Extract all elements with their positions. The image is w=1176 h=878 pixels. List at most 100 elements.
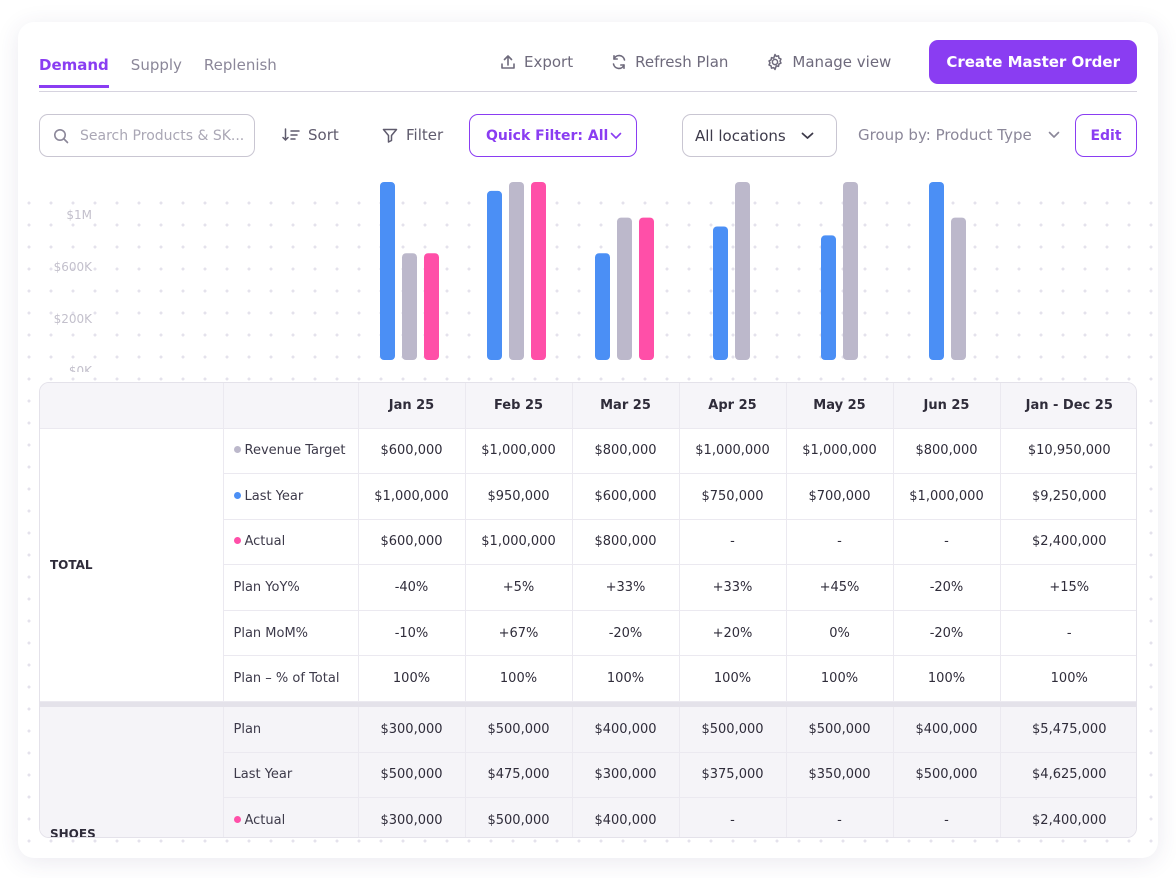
value-cell[interactable]: $5,475,000 bbox=[1000, 706, 1136, 753]
table-row[interactable]: Last Year $1,000,000 $950,000 $600,000 $750,… bbox=[40, 473, 1136, 520]
value-cell[interactable]: -40% bbox=[358, 564, 466, 611]
bar-revenue-target-jun-25[interactable] bbox=[951, 217, 966, 360]
bar-last-year-feb-25[interactable] bbox=[487, 190, 502, 360]
value-cell[interactable]: 100% bbox=[358, 655, 466, 703]
value-cell[interactable]: 0% bbox=[786, 610, 894, 657]
value-cell[interactable]: 100% bbox=[1000, 655, 1136, 703]
value-cell[interactable]: $10,950,000 bbox=[1000, 428, 1136, 475]
search-box[interactable] bbox=[39, 114, 255, 157]
bar-last-year-apr-25[interactable] bbox=[713, 226, 728, 361]
bar-last-year-jun-25[interactable] bbox=[929, 182, 944, 360]
value-cell[interactable]: - bbox=[893, 797, 1001, 837]
value-cell[interactable]: $300,000 bbox=[572, 752, 680, 799]
value-cell[interactable]: $1,000,000 bbox=[358, 473, 466, 520]
bar-revenue-target-feb-25[interactable] bbox=[509, 182, 524, 360]
value-cell[interactable]: 100% bbox=[679, 655, 787, 703]
value-cell[interactable]: $1,000,000 bbox=[679, 428, 787, 475]
tab-demand[interactable]: Demand bbox=[39, 56, 109, 88]
value-cell[interactable]: $500,000 bbox=[465, 797, 573, 837]
filter-button[interactable]: Filter bbox=[382, 126, 443, 144]
tab-replenish[interactable]: Replenish bbox=[203, 56, 277, 74]
bar-revenue-target-mar-25[interactable] bbox=[617, 217, 632, 360]
value-cell[interactable]: 100% bbox=[572, 655, 680, 703]
table-row[interactable]: TOTAL Revenue Target $600,000 $1,000,000 $80… bbox=[40, 428, 1136, 703]
value-cell[interactable]: +33% bbox=[679, 564, 787, 611]
value-cell[interactable]: +5% bbox=[465, 564, 573, 611]
value-cell[interactable]: +45% bbox=[786, 564, 894, 611]
value-cell[interactable]: - bbox=[1000, 610, 1136, 657]
table-row[interactable]: Plan – % of Total 100% 100% 100% 100% 100% 100… bbox=[40, 655, 1136, 703]
value-cell[interactable]: +20% bbox=[679, 610, 787, 657]
edit-button[interactable]: Edit bbox=[1075, 114, 1137, 157]
value-cell[interactable]: $500,000 bbox=[786, 706, 894, 753]
table-row[interactable]: Actual $300,000 $500,000 $400,000- - - $2,400,… bbox=[40, 797, 1136, 837]
table-row[interactable]: Last Year $500,000 $475,000 $300,000 $375,00… bbox=[40, 752, 1136, 799]
tab-supply[interactable]: Supply bbox=[130, 56, 182, 74]
value-cell[interactable]: $1,000,000 bbox=[786, 428, 894, 475]
value-cell[interactable]: - bbox=[786, 797, 894, 837]
value-cell[interactable]: -20% bbox=[572, 610, 680, 657]
value-cell[interactable]: $300,000 bbox=[358, 797, 466, 837]
bar-actual-mar-25[interactable] bbox=[639, 217, 654, 360]
value-cell[interactable]: $300,000 bbox=[358, 706, 466, 753]
value-cell[interactable]: $600,000 bbox=[358, 428, 466, 475]
table-row[interactable]: Plan MoM% -10% +67% -20% +20% 0% -20% - bbox=[40, 610, 1136, 657]
bar-revenue-target-may-25[interactable] bbox=[843, 182, 858, 360]
value-cell[interactable]: $950,000 bbox=[465, 473, 573, 520]
value-cell[interactable]: $375,000 bbox=[679, 752, 787, 799]
bar-last-year-may-25[interactable] bbox=[821, 235, 836, 360]
table-row[interactable]: Actual $600,000 $1,000,000 $800,000- - - $2,40… bbox=[40, 519, 1136, 566]
value-cell[interactable]: $475,000 bbox=[465, 752, 573, 799]
value-cell[interactable]: $500,000 bbox=[893, 752, 1001, 799]
value-cell[interactable]: $800,000 bbox=[572, 519, 680, 566]
refresh-plan-button[interactable]: Refresh Plan bbox=[611, 53, 728, 71]
value-cell[interactable]: $500,000 bbox=[465, 706, 573, 753]
value-cell[interactable]: -10% bbox=[358, 610, 466, 657]
bar-last-year-mar-25[interactable] bbox=[595, 253, 610, 360]
value-cell[interactable]: - bbox=[679, 519, 787, 566]
value-cell[interactable]: $500,000 bbox=[358, 752, 466, 799]
group-by-dropdown[interactable]: Group by: Product Type bbox=[858, 126, 1060, 144]
value-cell[interactable]: $400,000 bbox=[572, 706, 680, 753]
value-cell[interactable]: +33% bbox=[572, 564, 680, 611]
value-cell[interactable]: $2,400,000 bbox=[1000, 797, 1136, 837]
table-row[interactable]: SHOES Plan $300,000 $500,000 $400,000 $500,00… bbox=[40, 706, 1136, 837]
value-cell[interactable]: $500,000 bbox=[679, 706, 787, 753]
value-cell[interactable]: $1,000,000 bbox=[465, 519, 573, 566]
value-cell[interactable]: $9,250,000 bbox=[1000, 473, 1136, 520]
bar-revenue-target-apr-25[interactable] bbox=[735, 182, 750, 360]
value-cell[interactable]: -20% bbox=[893, 610, 1001, 657]
table-row[interactable]: Plan YoY% -40% +5% +33% +33% +45% -20% +15% bbox=[40, 564, 1136, 611]
value-cell[interactable]: $1,000,000 bbox=[893, 473, 1001, 520]
value-cell[interactable]: - bbox=[786, 519, 894, 566]
value-cell[interactable]: $350,000 bbox=[786, 752, 894, 799]
bar-last-year-jan-25[interactable] bbox=[380, 182, 395, 360]
value-cell[interactable]: $800,000 bbox=[572, 428, 680, 475]
locations-dropdown[interactable]: All locations bbox=[682, 114, 837, 157]
value-cell[interactable]: $1,000,000 bbox=[465, 428, 573, 475]
value-cell[interactable]: 100% bbox=[893, 655, 1001, 703]
search-input[interactable] bbox=[80, 127, 250, 144]
quick-filter-dropdown[interactable]: Quick Filter: All bbox=[469, 114, 637, 157]
value-cell[interactable]: $4,625,000 bbox=[1000, 752, 1136, 799]
sort-button[interactable]: Sort bbox=[282, 126, 339, 144]
value-cell[interactable]: - bbox=[893, 519, 1001, 566]
value-cell[interactable]: +15% bbox=[1000, 564, 1136, 611]
value-cell[interactable]: $600,000 bbox=[572, 473, 680, 520]
value-cell[interactable]: $2,400,000 bbox=[1000, 519, 1136, 566]
value-cell[interactable]: $800,000 bbox=[893, 428, 1001, 475]
value-cell[interactable]: $750,000 bbox=[679, 473, 787, 520]
bar-revenue-target-jan-25[interactable] bbox=[402, 253, 417, 360]
value-cell[interactable]: -20% bbox=[893, 564, 1001, 611]
value-cell[interactable]: $400,000 bbox=[572, 797, 680, 837]
bar-actual-jan-25[interactable] bbox=[424, 253, 439, 360]
bar-actual-feb-25[interactable] bbox=[531, 182, 546, 360]
value-cell[interactable]: 100% bbox=[786, 655, 894, 703]
value-cell[interactable]: +67% bbox=[465, 610, 573, 657]
value-cell[interactable]: 100% bbox=[465, 655, 573, 703]
export-button[interactable]: Export bbox=[500, 53, 573, 71]
value-cell[interactable]: $600,000 bbox=[358, 519, 466, 566]
value-cell[interactable]: $400,000 bbox=[893, 706, 1001, 753]
value-cell[interactable]: - bbox=[679, 797, 787, 837]
manage-view-button[interactable]: Manage view bbox=[766, 53, 891, 71]
